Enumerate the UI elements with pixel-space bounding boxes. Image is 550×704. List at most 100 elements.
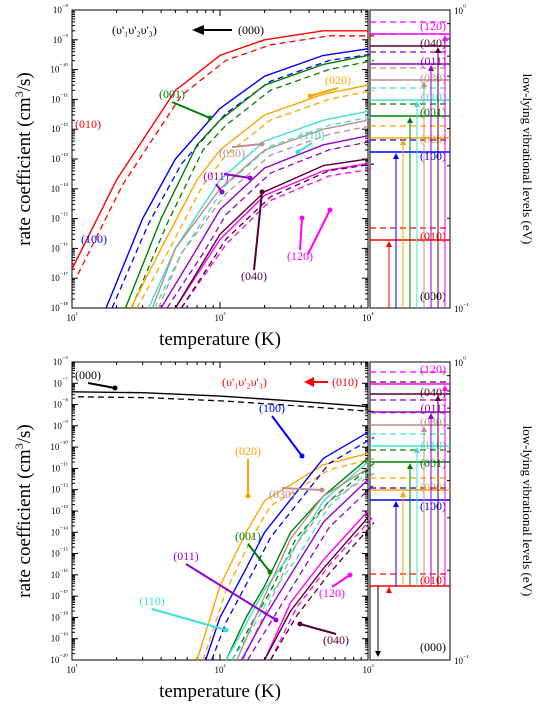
- y-tick-label: 10⁻¹¹: [51, 92, 68, 104]
- series-arrowhead: [299, 215, 305, 221]
- series-arrow-000: [87, 382, 116, 389]
- legend-text: (υ'₁υ'₂υ'₃): [112, 23, 157, 37]
- legend-text: (υ'₁υ'₂υ'₃): [222, 375, 267, 389]
- y-tick-label: 10⁻⁹: [53, 33, 69, 45]
- series-dashed-100: [211, 436, 375, 661]
- y-tick-label: 10⁻⁹: [53, 419, 69, 431]
- y-tick-label: 10⁻¹⁶: [51, 241, 69, 253]
- series-label-100: (100): [259, 401, 285, 415]
- series-arrow-001: [171, 101, 211, 119]
- series-line-020: [130, 84, 369, 309]
- series-dashed-030: [242, 472, 375, 661]
- level-label-100: (100): [420, 149, 446, 163]
- level-arrowhead: [407, 463, 413, 469]
- level-arrowhead: [442, 385, 448, 391]
- series-arrowhead: [259, 189, 265, 195]
- level-arrowhead: [421, 426, 427, 432]
- right-axis-label: low-lying vibrational levels (eV): [520, 426, 535, 597]
- series-arrowhead: [219, 189, 225, 195]
- series-dashed-000: [77, 396, 375, 413]
- series-arrowhead: [299, 453, 305, 459]
- series-dashed-010: [77, 35, 374, 275]
- y-tick-label: 10⁻²⁰: [50, 653, 68, 665]
- level-label-000: (000): [420, 289, 446, 303]
- series-line-120: [263, 510, 369, 661]
- series-label-001: (001): [159, 87, 185, 101]
- series-line-001: [124, 54, 369, 309]
- y-tick-label: 10⁻⁷: [53, 376, 69, 388]
- y-tick-label: 10⁻¹⁸: [51, 301, 69, 313]
- y-tick-label: 10⁻¹¹: [51, 461, 68, 473]
- level-arrowhead: [428, 413, 434, 419]
- series-arrow-120: [299, 217, 303, 251]
- series-arrow-001: [247, 543, 271, 573]
- series-dashed-020: [136, 89, 375, 309]
- series-arrowhead: [247, 175, 253, 181]
- level-arrowhead: [414, 101, 420, 107]
- series-line-040: [174, 158, 369, 309]
- level-label-030: (030): [420, 71, 446, 85]
- series-arrowhead: [207, 115, 213, 121]
- series-dashed-040: [180, 163, 375, 309]
- series-arrow-011: [223, 173, 251, 179]
- series-arrow-120: [307, 209, 331, 255]
- level-arrowhead: [435, 395, 441, 401]
- series-arrowhead: [297, 621, 303, 627]
- series-arrow-040: [299, 623, 337, 635]
- level-arrowhead: [414, 447, 420, 453]
- series-arrow-120: [331, 574, 351, 588]
- series-label-011: (011): [173, 549, 199, 563]
- x-axis-label: temperature (K): [159, 681, 281, 702]
- right-axis-label: low-lying vibrational levels (eV): [520, 74, 535, 245]
- series-arrow-040: [253, 191, 263, 271]
- level-label-010: (010): [420, 229, 446, 243]
- right-tick-label: 10⁻¹: [454, 654, 469, 666]
- series-dashed-011: [166, 140, 375, 309]
- legend-arrowhead: [304, 377, 314, 387]
- y-tick-label: 10⁻¹⁶: [51, 568, 69, 580]
- series-arrowhead: [245, 493, 251, 499]
- series-label-040: (040): [323, 633, 349, 647]
- level-arrowhead: [393, 501, 399, 507]
- series-dashed-110: [231, 466, 375, 661]
- level-label-040: (040): [420, 385, 446, 399]
- right-tick-label: 10⁰: [454, 4, 466, 16]
- series-arrow-011: [185, 563, 277, 621]
- level-label-120: (120): [420, 19, 446, 33]
- series-label-120: (120): [319, 586, 345, 600]
- legend-arrowhead: [192, 25, 204, 35]
- x-tick-label: 10²: [66, 311, 77, 323]
- panel-top: 10⁻¹⁸ 10⁻¹⁷ 10⁻¹⁶ 10⁻¹⁵ 10⁻¹⁴ 10⁻¹³ 10⁻¹² 10⁻¹¹…: [12, 3, 535, 350]
- series-label-000: (000): [75, 368, 101, 382]
- y-tick-label: 10⁻¹⁰: [50, 63, 68, 75]
- series-arrowhead: [307, 93, 313, 99]
- level-label-030: (030): [420, 415, 446, 429]
- series-arrowhead: [223, 627, 229, 633]
- series-arrowhead: [259, 141, 265, 147]
- series-label-030: (030): [219, 146, 245, 160]
- series-arrow-110: [151, 608, 227, 631]
- series-label-020: (020): [235, 444, 261, 458]
- level-arrowhead: [386, 241, 392, 247]
- level-arrowhead: [407, 117, 413, 123]
- level-arrowhead: [375, 651, 381, 657]
- series-arrow-030: [231, 143, 263, 148]
- y-tick-label: 10⁻⁸: [53, 398, 69, 410]
- series-label-010: (010): [75, 117, 101, 131]
- series-dashed-120: [180, 167, 375, 309]
- series-dashed-100: [111, 53, 375, 309]
- series-label-120: (120): [287, 249, 313, 263]
- level-label-001: (001): [420, 456, 446, 470]
- level-label-020: (020): [420, 480, 446, 494]
- series-arrow-030: [281, 487, 323, 491]
- series-line-040: [263, 516, 369, 661]
- right-tick-label: 10⁻¹: [454, 302, 469, 314]
- series-arrowhead: [295, 149, 301, 155]
- y-tick-label: 10⁻¹⁴: [51, 525, 69, 537]
- series-dashed-120: [270, 515, 375, 661]
- series-dashed-040: [270, 521, 375, 661]
- series-label-100: (100): [81, 232, 107, 246]
- level-arrowhead: [393, 153, 399, 159]
- level-label-020: (020): [420, 132, 446, 146]
